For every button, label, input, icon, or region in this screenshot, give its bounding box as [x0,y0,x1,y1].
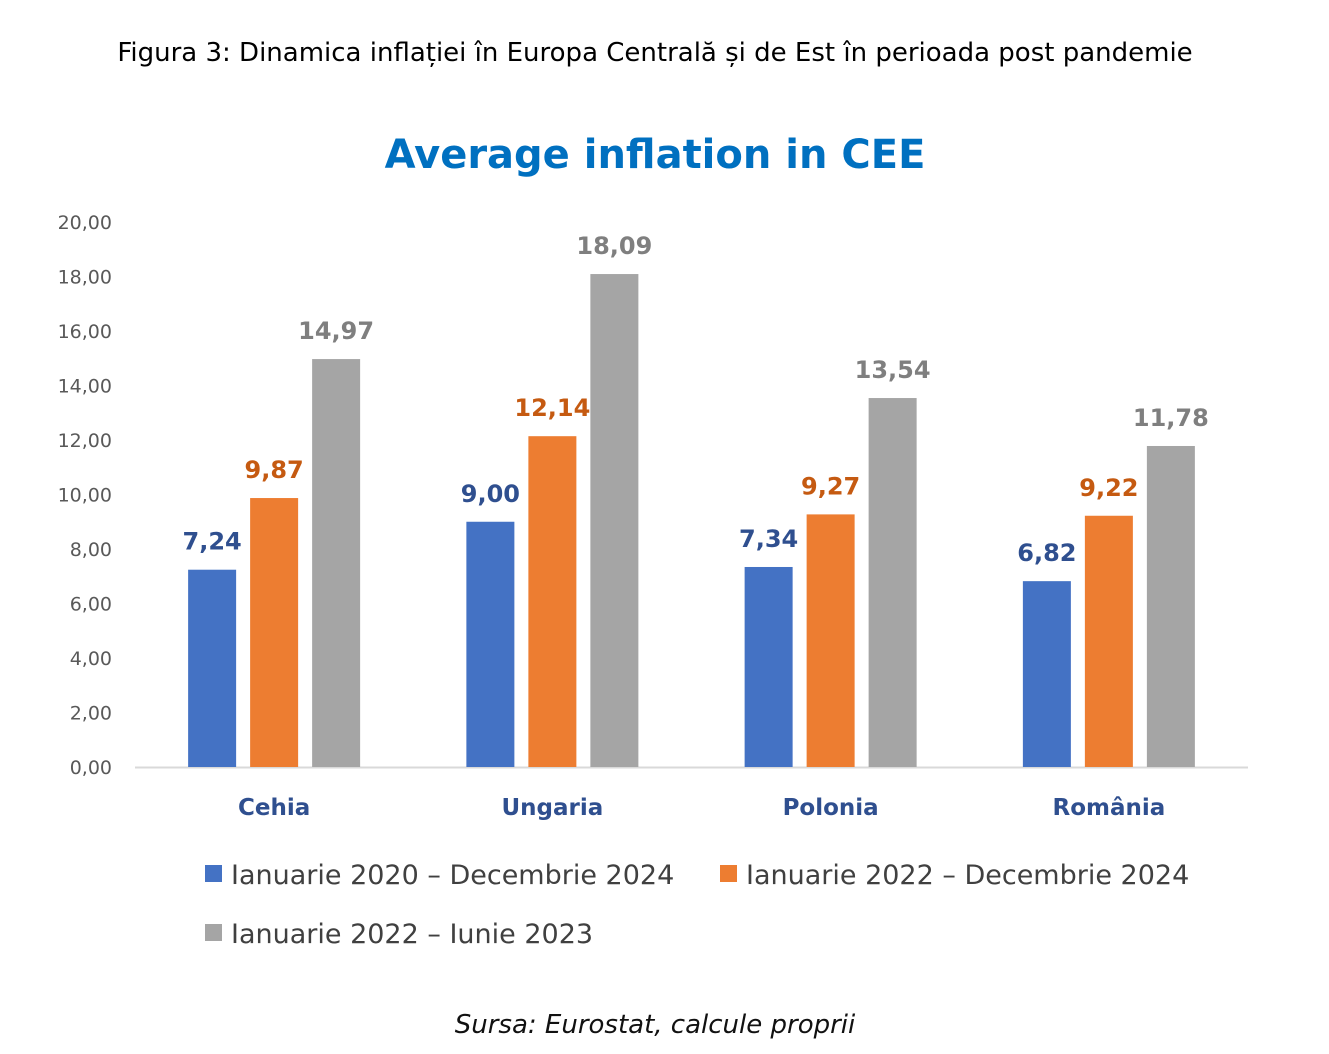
bar [744,566,793,767]
y-tick-label: 6,00 [70,594,112,616]
data-label: 9,27 [801,472,860,500]
legend-label: Ianuarie 2020 – Decembrie 2024 [231,860,674,891]
legend-swatch [205,924,222,941]
legend-label: Ianuarie 2022 – Iunie 2023 [231,919,593,950]
y-tick-label: 8,00 [70,539,112,561]
chart-title: Average inflation in CEE [385,132,926,178]
legend-swatch [720,865,737,882]
figure-caption: Figura 3: Dinamica inflației în Europa C… [117,38,1193,68]
bar [1022,581,1071,767]
y-tick-label: 0,00 [70,757,112,779]
category-label: Polonia [783,795,879,821]
y-tick-label: 12,00 [58,430,112,452]
y-tick-label: 16,00 [58,321,112,343]
data-label: 11,78 [1133,404,1209,432]
bar-chart: Average inflation in CEE 0,00 2,00 4,00 6,00… [58,132,1248,950]
category-label: Ungaria [501,795,603,821]
data-label: 9,22 [1079,474,1138,502]
legend-label: Ianuarie 2022 – Decembrie 2024 [746,860,1189,891]
data-label: 13,54 [855,356,931,384]
y-tick-label: 4,00 [70,648,112,670]
data-label: 9,87 [245,456,304,484]
bar [250,498,299,767]
y-tick-label: 14,00 [58,376,112,398]
bar [590,274,639,767]
y-tick-label: 20,00 [58,212,112,234]
bar [1084,515,1133,767]
data-label: 14,97 [298,317,374,345]
category-label: România [1052,795,1165,821]
category-label: Cehia [238,795,310,821]
bar [806,514,855,767]
bar [188,569,237,767]
bar [1146,445,1195,767]
bar [312,359,361,767]
data-label: 18,09 [576,232,652,260]
data-label: 6,82 [1017,539,1076,567]
data-label: 9,00 [461,480,520,508]
data-label: 12,14 [514,394,590,422]
y-tick-label: 2,00 [70,703,112,725]
source-note: Sursa: Eurostat, calcule proprii [454,1010,856,1040]
legend-swatch [205,865,222,882]
bar [466,521,515,767]
data-label: 7,24 [183,528,242,556]
y-tick-label: 18,00 [58,267,112,289]
bar [868,398,917,767]
data-label: 7,34 [739,525,798,553]
bar [528,436,577,767]
y-tick-label: 10,00 [58,485,112,507]
